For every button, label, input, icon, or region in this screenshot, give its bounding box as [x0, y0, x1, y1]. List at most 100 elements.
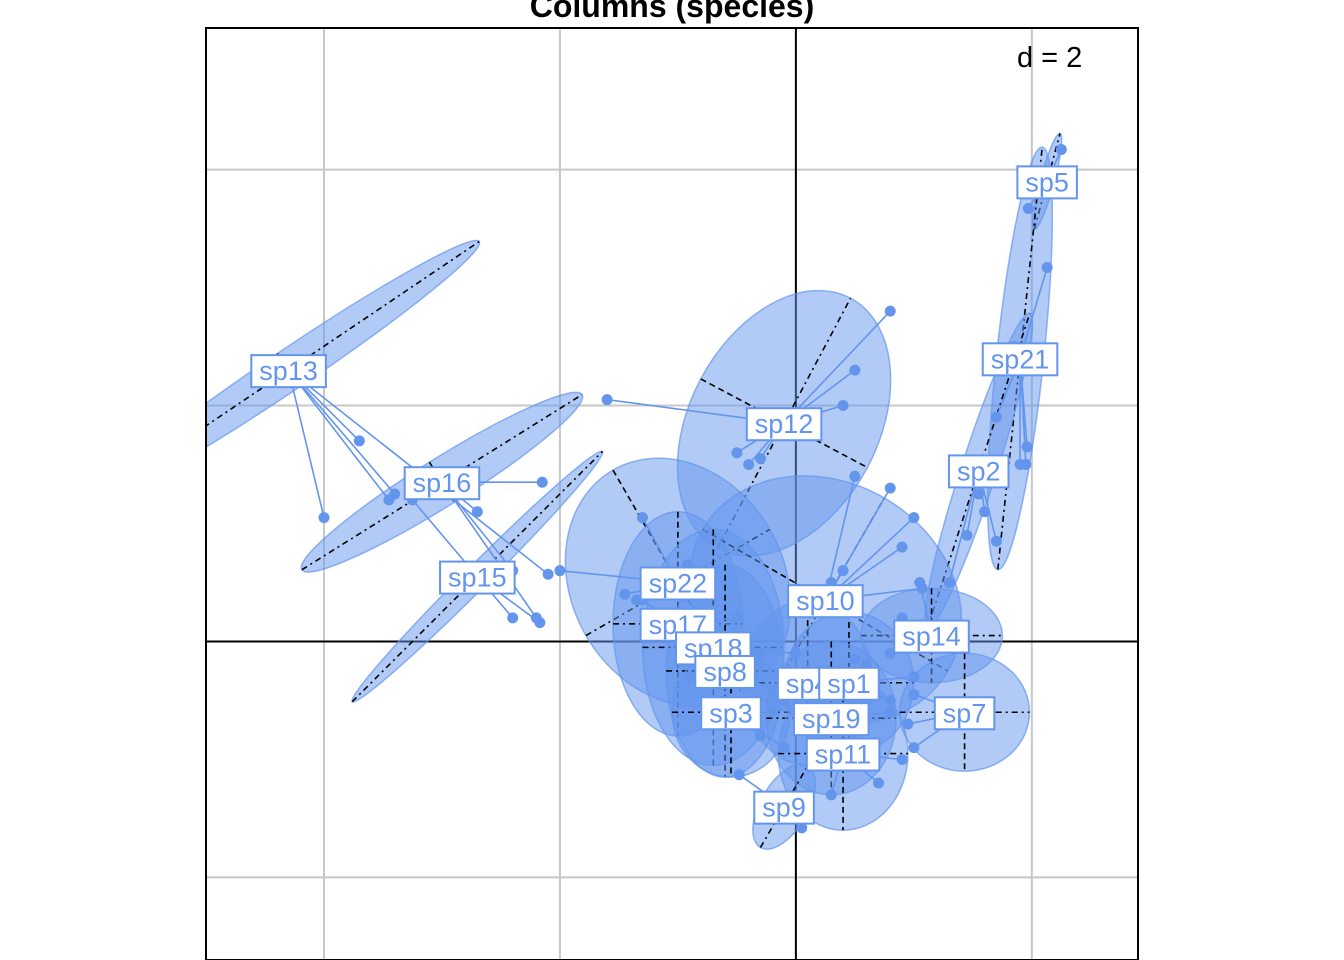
point-sp13 — [542, 568, 554, 580]
point-sp16 — [471, 506, 483, 518]
label-sp16: sp16 — [403, 466, 481, 501]
label-box-sp2 — [947, 454, 1010, 489]
point-sp13 — [389, 488, 401, 500]
ellipse-minor-axis-sp22 — [612, 469, 744, 696]
label-sp15: sp15 — [439, 560, 516, 595]
point-sp9 — [796, 822, 808, 834]
point-sp21 — [990, 411, 1002, 423]
point-sp11 — [896, 753, 908, 765]
point-sp5 — [1022, 203, 1034, 215]
star-segment-sp13 — [287, 369, 390, 501]
label-sp21: sp21 — [981, 342, 1059, 377]
point-sp13 — [318, 512, 330, 524]
point-sp12 — [837, 400, 849, 412]
label-sp3: sp3 — [700, 696, 762, 731]
label-box-sp13 — [250, 354, 327, 389]
label-text-sp12: sp12 — [755, 409, 814, 439]
label-sp7: sp7 — [933, 696, 996, 731]
label-sp22: sp22 — [639, 566, 717, 601]
label-text-sp5: sp5 — [1025, 167, 1069, 197]
point-sp2 — [961, 529, 973, 541]
point-sp21 — [1041, 261, 1053, 273]
plot-border — [205, 27, 1139, 960]
label-sp10: sp10 — [787, 584, 864, 619]
point-sp8 — [766, 683, 778, 695]
label-text-sp15: sp15 — [448, 563, 507, 593]
label-layer: sp5sp21sp2sp13sp16sp15sp12sp22sp10sp17sp… — [250, 165, 1078, 825]
label-box-sp9 — [753, 790, 815, 825]
point-sp3 — [766, 706, 778, 718]
point-sp11 — [825, 789, 837, 801]
point-sp12 — [849, 364, 861, 376]
point-sp3 — [754, 730, 766, 742]
point-sp12 — [731, 447, 743, 459]
chart-title: Columns (species) — [529, 0, 815, 24]
label-box-sp5 — [1016, 165, 1078, 200]
point-sp12 — [601, 394, 613, 406]
point-sp9 — [733, 769, 745, 781]
point-sp2 — [973, 488, 985, 500]
point-sp21 — [1020, 459, 1032, 471]
star-segment-sp16 — [441, 481, 537, 619]
point-sp3 — [778, 742, 790, 754]
label-text-sp10: sp10 — [796, 586, 855, 616]
point-sp15 — [507, 612, 519, 624]
point-sp17 — [754, 647, 766, 659]
point-sp5 — [1055, 144, 1067, 156]
label-box-sp1 — [818, 666, 880, 701]
label-text-sp22: sp22 — [649, 568, 708, 598]
point-sp22 — [554, 565, 566, 577]
point-sp22 — [619, 588, 631, 600]
point-sp12 — [884, 305, 896, 317]
label-text-sp3: sp3 — [709, 698, 753, 728]
point-sp18 — [754, 659, 766, 671]
point-sp4 — [849, 653, 861, 665]
star-segment-sp13 — [287, 369, 396, 495]
label-box-sp3 — [700, 696, 762, 731]
point-sp7 — [908, 689, 920, 701]
point-sp11 — [872, 777, 884, 789]
point-sp1 — [908, 671, 920, 683]
point-sp7 — [902, 718, 914, 730]
point-sp13 — [353, 435, 365, 447]
point-sp21 — [1021, 441, 1033, 453]
star-segment-sp13 — [287, 369, 325, 518]
ellipse-major-axis-sp12 — [716, 297, 852, 549]
label-sp13: sp13 — [250, 354, 327, 389]
label-box-sp15 — [439, 560, 516, 595]
label-sp14: sp14 — [893, 619, 970, 654]
label-box-sp10 — [787, 584, 864, 619]
label-text-sp8: sp8 — [703, 657, 747, 687]
label-text-sp11: sp11 — [815, 740, 872, 770]
label-sp2: sp2 — [947, 454, 1010, 489]
point-sp1 — [884, 694, 896, 706]
point-sp2 — [990, 535, 1002, 547]
point-sp8 — [684, 671, 696, 683]
label-box-sp11 — [805, 737, 881, 772]
label-text-sp14: sp14 — [902, 622, 961, 652]
label-sp5: sp5 — [1016, 165, 1078, 200]
label-box-sp14 — [893, 619, 970, 654]
label-sp19: sp19 — [792, 702, 870, 737]
point-sp2 — [943, 576, 955, 588]
label-text-sp21: sp21 — [991, 344, 1050, 374]
label-text-sp9: sp9 — [762, 793, 806, 823]
label-sp8: sp8 — [694, 654, 756, 689]
label-text-sp13: sp13 — [259, 356, 318, 386]
star-segment-sp12 — [783, 310, 891, 424]
label-box-sp22 — [639, 566, 717, 601]
label-box-sp12 — [745, 407, 823, 442]
label-box-sp21 — [981, 342, 1059, 377]
point-sp12 — [743, 459, 755, 471]
label-box-sp19 — [792, 702, 870, 737]
point-sp19 — [884, 706, 896, 718]
label-sp11: sp11 — [805, 737, 881, 772]
label-text-sp7: sp7 — [943, 698, 987, 728]
point-sp10 — [896, 541, 908, 553]
point-sp18 — [790, 647, 802, 659]
point-sp10 — [849, 470, 861, 482]
label-box-sp16 — [403, 466, 481, 501]
point-sp2 — [979, 506, 991, 518]
label-box-sp8 — [694, 654, 756, 689]
